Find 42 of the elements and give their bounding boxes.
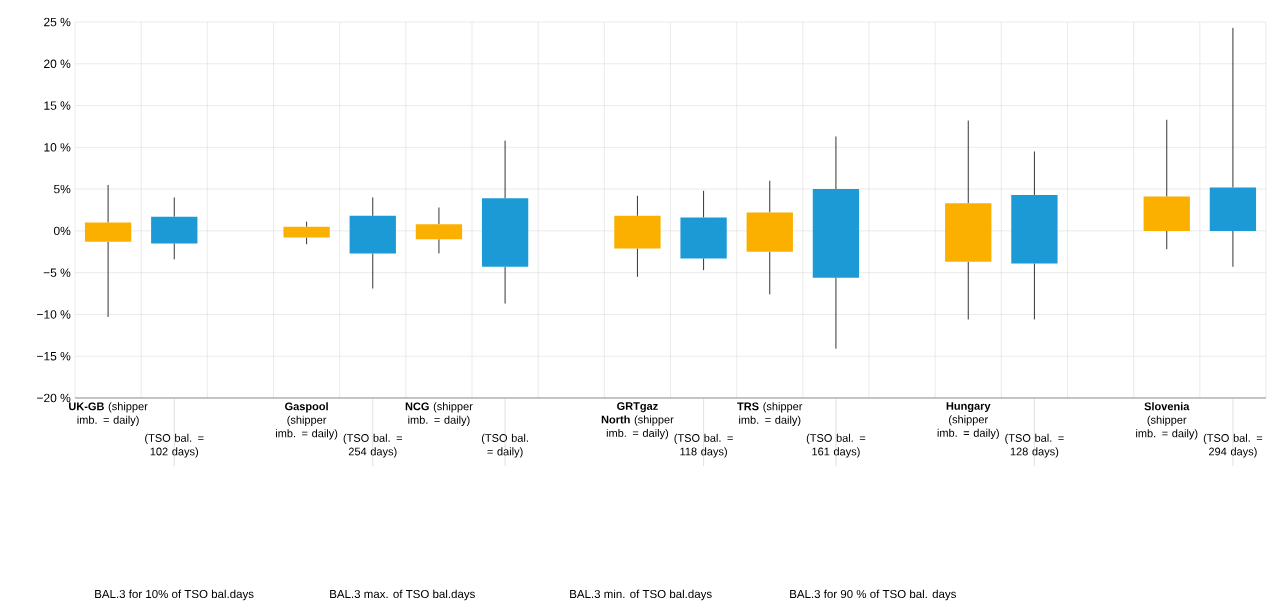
- x-tick-label: (TSO bal. = 254 days): [343, 433, 403, 458]
- text: BAL.3 for 10% of TSO bal.days: [95, 589, 254, 601]
- y-tick-label: 25 %: [44, 17, 71, 27]
- x-tick-label: Gaspool (shipper imb. = daily): [276, 402, 338, 440]
- y-tick-label: −5 %: [43, 268, 71, 277]
- x-tick-label: GRTgaz North (shipper imb. = daily): [601, 402, 674, 440]
- candlestick: [945, 120, 992, 320]
- candlestick: [283, 221, 330, 245]
- candlestick: [614, 195, 661, 278]
- y-tick-label: −10 %: [37, 310, 71, 319]
- x-tick-label: TRS (shipper imb. = daily): [737, 402, 803, 426]
- x-tick-label: (TSO bal. = 294 days): [1203, 433, 1263, 458]
- y-tick-label: −20 %: [37, 393, 71, 403]
- candlestick: [481, 140, 529, 304]
- candlestick: [151, 197, 198, 260]
- x-tick-label: UK-GB (shipper imb. = daily): [69, 402, 148, 426]
- candlestick: [1011, 151, 1058, 320]
- y-tick-label: 5%: [53, 184, 71, 194]
- x-tick-label: (TSO bal. = 102 days): [145, 433, 204, 458]
- candlestick: [1143, 119, 1190, 250]
- x-tick-label: (TSO bal. = 128 days): [1005, 433, 1064, 458]
- y-tick-label: 15 %: [44, 101, 71, 110]
- candlestick: [812, 136, 860, 350]
- y-tick-label: 10 %: [44, 143, 71, 152]
- text: BAL.3 for 90 % of TSO bal. days: [790, 589, 957, 601]
- text: BAL.3 max. of TSO bal.days: [330, 589, 475, 601]
- candlestick: [415, 207, 463, 254]
- x-tick-label: (TSO bal. = 118 days): [674, 433, 733, 458]
- candlestick: [746, 180, 793, 295]
- candlestick: [84, 184, 132, 318]
- text: BAL.3 min. of TSO bal.days: [570, 589, 712, 601]
- candlestick: [680, 190, 727, 271]
- x-tick-label: Slovenia (shipper imb. = daily): [1136, 402, 1198, 440]
- candlestick: [1209, 27, 1257, 268]
- x-tick-label: (TSO bal. = 161 days): [806, 433, 866, 458]
- candlestick: [349, 197, 396, 289]
- y-tick-label: −15 %: [37, 351, 71, 361]
- x-tick-label: NCG (shipper imb. = daily): [405, 402, 473, 426]
- x-tick-label: Hungary (shipper imb. = daily): [937, 402, 999, 440]
- x-tick-label: (TSO bal. = daily): [481, 433, 528, 458]
- y-tick-label: 0%: [53, 226, 71, 236]
- y-tick-label: 20 %: [44, 59, 71, 69]
